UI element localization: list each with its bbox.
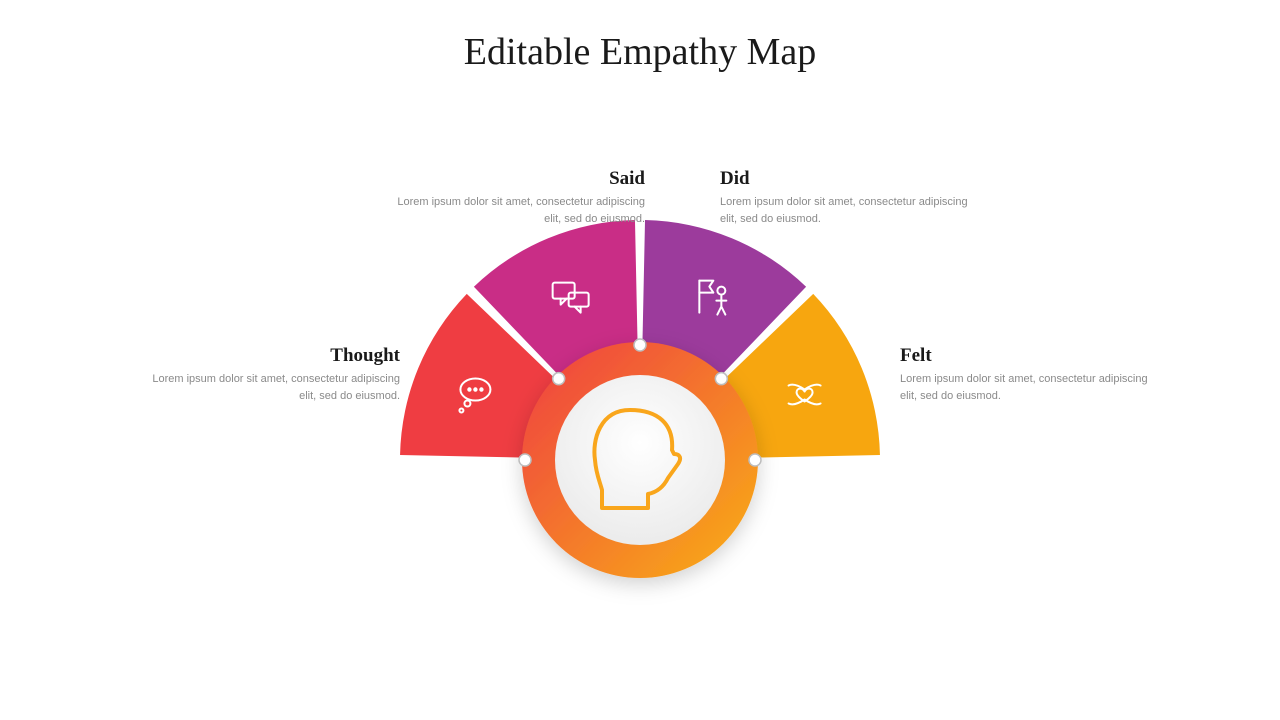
label-felt-title: Felt <box>900 345 1160 367</box>
center-inner <box>555 375 725 545</box>
label-thought-title: Thought <box>140 345 400 367</box>
connector-dot <box>634 339 646 351</box>
label-did-title: Did <box>720 168 980 190</box>
label-said-title: Said <box>385 168 645 190</box>
label-thought: Thought Lorem ipsum dolor sit amet, cons… <box>140 345 400 404</box>
label-did-body: Lorem ipsum dolor sit amet, consectetur … <box>720 194 980 227</box>
connector-dot <box>715 373 727 385</box>
label-thought-body: Lorem ipsum dolor sit amet, consectetur … <box>140 371 400 404</box>
page-title: Editable Empathy Map <box>0 30 1280 74</box>
label-felt: Felt Lorem ipsum dolor sit amet, consect… <box>900 345 1160 404</box>
connector-dot <box>553 373 565 385</box>
label-felt-body: Lorem ipsum dolor sit amet, consectetur … <box>900 371 1160 404</box>
empathy-map-diagram: Thought Lorem ipsum dolor sit amet, cons… <box>290 150 990 650</box>
connector-dot <box>519 454 531 466</box>
label-said-body: Lorem ipsum dolor sit amet, consectetur … <box>385 194 645 227</box>
label-did: Did Lorem ipsum dolor sit amet, consecte… <box>720 168 980 227</box>
label-said: Said Lorem ipsum dolor sit amet, consect… <box>385 168 645 227</box>
connector-dot <box>749 454 761 466</box>
